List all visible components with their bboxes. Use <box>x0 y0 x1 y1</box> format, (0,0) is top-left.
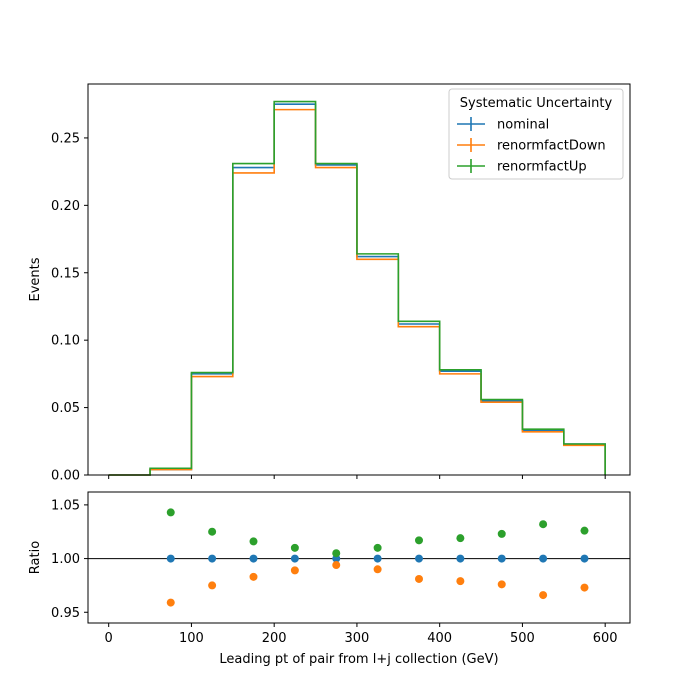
bottom-x-ticks: 0 100 200 300 400 500 600 <box>105 623 618 646</box>
ratio-point-renormfactUp <box>580 526 589 535</box>
ratio-point-nominal <box>249 554 258 563</box>
legend-entries: nominal renormfactDown renormfactUp <box>457 117 606 175</box>
x-axis-label: Leading pt of pair from l+j collection (… <box>219 652 498 667</box>
main-plot-panel: 0.00 0.05 0.10 0.15 0.20 0.25 Events Systemat… <box>28 83 631 484</box>
legend-title: Systematic Uncertainty <box>460 96 613 111</box>
legend-label: renormfactUp <box>497 160 587 175</box>
ratio-point-nominal <box>497 554 506 563</box>
histogram-line-renormfactUp <box>108 100 606 476</box>
ratio-point-nominal <box>580 554 589 563</box>
ratio-point-nominal <box>456 554 465 563</box>
ratio-points-group <box>166 508 589 607</box>
bottom-y-tick-label: 1.05 <box>51 498 80 513</box>
ratio-point-renormfactUp <box>373 543 382 552</box>
ratio-point-renormfactUp <box>456 534 465 543</box>
top-y-tick-label: 0.10 <box>51 334 80 349</box>
bottom-y-tick-label: 1.00 <box>51 552 80 567</box>
ratio-point-renormfactDown <box>332 561 341 570</box>
x-tick-label: 300 <box>345 631 370 646</box>
ratio-point-renormfactUp <box>414 536 423 545</box>
ratio-point-renormfactUp <box>208 527 217 536</box>
x-tick-label: 400 <box>427 631 452 646</box>
ratio-point-renormfactDown <box>497 580 506 589</box>
top-axes-frame <box>87 83 631 476</box>
ratio-point-nominal <box>166 554 175 563</box>
ratio-point-renormfactUp <box>539 520 548 529</box>
legend: Systematic Uncertainty nominal renormfact… <box>448 88 624 180</box>
ratio-point-renormfactDown <box>414 574 423 583</box>
top-y-tick-label: 0.00 <box>51 469 80 484</box>
bottom-y-tick-label: 0.95 <box>51 606 80 621</box>
legend-entry-nominal: nominal <box>457 117 549 133</box>
legend-label: nominal <box>497 118 549 133</box>
ratio-point-renormfactDown <box>580 583 589 592</box>
ratio-point-renormfactUp <box>166 508 175 517</box>
ratio-point-nominal <box>208 554 217 563</box>
ratio-point-renormfactDown <box>249 572 258 581</box>
ratio-point-nominal <box>373 554 382 563</box>
ratio-point-renormfactDown <box>208 581 217 590</box>
ratio-point-renormfactUp <box>249 537 258 546</box>
ratio-point-renormfactDown <box>456 577 465 586</box>
top-y-tick-label: 0.20 <box>51 199 80 214</box>
ratio-point-renormfactUp <box>290 543 299 552</box>
legend-box <box>448 88 624 180</box>
legend-label: renormfactDown <box>497 139 606 154</box>
ratio-point-nominal <box>414 554 423 563</box>
bottom-y-axis-label: Ratio <box>28 541 43 574</box>
x-tick-label: 600 <box>593 631 618 646</box>
top-y-tick-label: 0.15 <box>51 266 80 281</box>
top-y-ticks: 0.00 0.05 0.10 0.15 0.20 0.25 <box>51 131 88 484</box>
top-y-axis-label: Events <box>28 257 43 301</box>
top-x-ticks <box>108 475 606 479</box>
ratio-point-renormfactDown <box>290 566 299 575</box>
ratio-point-nominal <box>290 554 299 563</box>
histogram-series-group <box>108 100 606 476</box>
bottom-axes-frame <box>87 491 631 624</box>
ratio-point-renormfactUp <box>497 529 506 538</box>
ratio-point-renormfactDown <box>373 565 382 574</box>
top-y-tick-label: 0.05 <box>51 401 80 416</box>
legend-entry-renormfactUp: renormfactUp <box>457 159 587 175</box>
x-tick-label: 0 <box>105 631 113 646</box>
legend-entry-renormfactDown: renormfactDown <box>457 138 606 154</box>
ratio-point-nominal <box>539 554 548 563</box>
x-tick-label: 100 <box>179 631 204 646</box>
ratio-point-renormfactDown <box>539 591 548 600</box>
bottom-y-ticks: 0.95 1.00 1.05 <box>51 498 88 621</box>
top-y-tick-label: 0.25 <box>51 131 80 146</box>
x-tick-label: 500 <box>510 631 535 646</box>
ratio-plot-panel: 0.95 1.00 1.05 0 100 200 300 400 500 600 Ratio <box>28 491 631 646</box>
ratio-point-renormfactUp <box>332 549 341 558</box>
ratio-point-renormfactDown <box>166 598 175 607</box>
x-tick-label: 200 <box>262 631 287 646</box>
